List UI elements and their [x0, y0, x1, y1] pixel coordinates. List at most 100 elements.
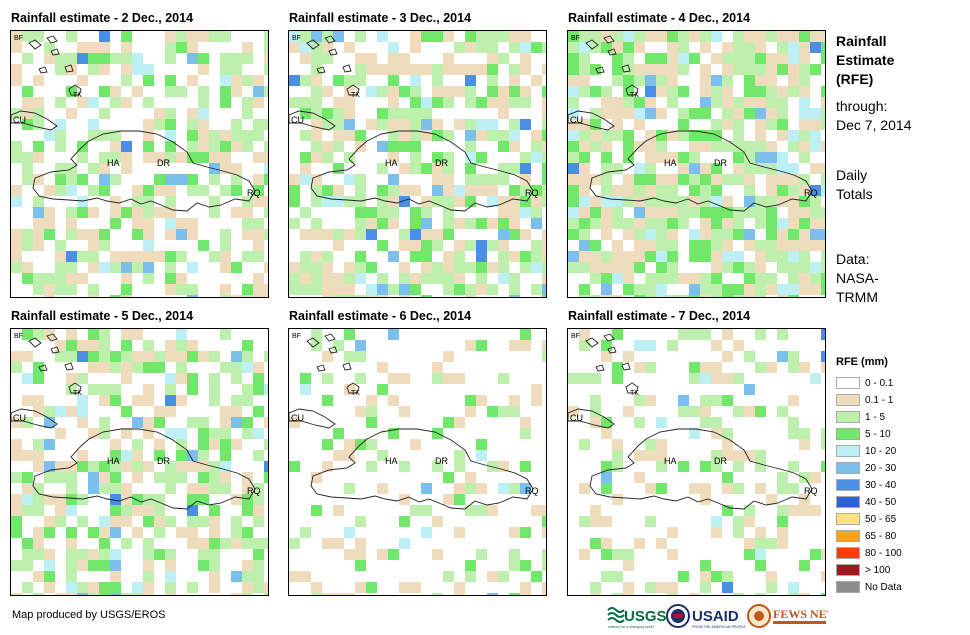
legend-label: No Data — [865, 581, 902, 593]
legend-swatch — [836, 462, 860, 474]
map-label-tk: TK — [73, 92, 82, 99]
coastline — [32, 428, 256, 510]
legend-label: 30 - 40 — [865, 479, 897, 491]
map-label-bf: BF — [292, 35, 301, 42]
coastline — [324, 333, 336, 342]
coastline — [595, 66, 605, 74]
coastline — [50, 346, 60, 354]
coastline — [595, 364, 605, 372]
map-label-rq: RQ — [247, 188, 261, 198]
map-label-rq: RQ — [247, 486, 261, 496]
map-credit: Map produced by USGS/EROS — [12, 609, 166, 621]
side-daily-line2: Totals — [836, 186, 873, 202]
side-title-line3: (RFE) — [836, 71, 874, 87]
panel-title-6: Rainfall estimate - 7 Dec., 2014 — [568, 309, 751, 323]
legend-swatch — [836, 513, 860, 525]
map-label-rq: RQ — [525, 486, 539, 496]
side-data-line2: NASA- — [836, 270, 879, 286]
map-label-ha: HA — [664, 456, 677, 466]
map-label-bf: BF — [571, 35, 580, 42]
legend-item: 65 - 80 — [836, 529, 896, 543]
coastline — [28, 39, 42, 50]
coastline — [50, 48, 60, 56]
coastline — [625, 84, 639, 96]
legend-swatch — [836, 581, 860, 593]
map-label-bf: BF — [292, 333, 301, 340]
legend-label: 65 - 80 — [865, 530, 897, 542]
coastline — [328, 48, 338, 56]
legend-label: 10 - 20 — [865, 445, 897, 457]
coastline — [568, 408, 615, 429]
map-label-tk: TK — [351, 390, 360, 397]
map-label-tk: TK — [351, 92, 360, 99]
panel-title-3: Rainfall estimate - 4 Dec., 2014 — [568, 11, 751, 25]
coastline — [589, 428, 813, 510]
legend-item: 0 - 0.1 — [836, 376, 893, 390]
legend-label: 80 - 100 — [865, 547, 902, 559]
coastline — [310, 130, 534, 212]
fews-net-logo: FEWS NET — [747, 604, 828, 628]
coastline — [585, 337, 599, 348]
panel-title-4: Rainfall estimate - 5 Dec., 2014 — [11, 309, 194, 323]
side-title-line2: Estimate — [836, 52, 895, 68]
legend-swatch — [836, 547, 860, 559]
legend-item: No Data — [836, 580, 902, 594]
map-label-tk: TK — [630, 92, 639, 99]
legend-item: 20 - 30 — [836, 461, 896, 475]
map-label-rq: RQ — [804, 188, 818, 198]
legend-title: RFE (mm) — [836, 356, 888, 368]
usaid-logo: USAID FROM THE AMERICAN PEOPLE — [666, 604, 746, 629]
coastline — [585, 39, 599, 50]
rainfall-map-dec-4: BF TK CU HA DR RQ — [567, 30, 826, 298]
legend-item: 40 - 50 — [836, 495, 896, 509]
coastline — [11, 110, 58, 131]
rainfall-map-dec-5: BF TK CU HA DR RQ — [10, 328, 269, 596]
map-label-rq: RQ — [525, 188, 539, 198]
legend-label: 0 - 0.1 — [865, 377, 894, 389]
legend-label: 50 - 65 — [865, 513, 897, 525]
map-label-ha: HA — [107, 456, 120, 466]
map-label-tk: TK — [630, 390, 639, 397]
coastline — [568, 110, 615, 131]
rainfall-grid: BF TK CU HA DR RQ — [289, 329, 546, 595]
coastline — [346, 84, 360, 96]
coastline — [607, 346, 617, 354]
svg-text:USGS: USGS — [624, 608, 667, 625]
rainfall-grid: BF TK CU HA DR RQ — [568, 329, 825, 595]
legend-swatch — [836, 479, 860, 491]
coastline — [46, 333, 58, 342]
map-label-cu: CU — [570, 115, 583, 125]
coastline — [289, 408, 336, 429]
rainfall-grid: BF TK CU HA DR RQ — [11, 329, 268, 595]
legend-item: 50 - 65 — [836, 512, 896, 526]
coastline — [603, 333, 615, 342]
map-label-dr: DR — [435, 158, 448, 168]
side-data-source: Data: NASA- TRMM — [836, 250, 879, 307]
coastline — [68, 84, 82, 96]
map-label-cu: CU — [291, 115, 304, 125]
coastline — [603, 35, 615, 44]
rainfall-grid: BF TK CU HA DR RQ — [289, 31, 546, 297]
coastline — [342, 362, 352, 371]
map-label-cu: CU — [13, 413, 26, 423]
coastline — [289, 110, 336, 131]
coastline — [28, 337, 42, 348]
legend-item: 30 - 40 — [836, 478, 896, 492]
coastline — [306, 39, 320, 50]
legend-label: > 100 — [865, 564, 891, 576]
coastline — [306, 337, 320, 348]
map-label-dr: DR — [157, 456, 170, 466]
coastline — [625, 382, 639, 394]
rainfall-map-dec-3: BF TK CU HA DR RQ — [288, 30, 547, 298]
legend-label: 40 - 50 — [865, 496, 897, 508]
coastline — [46, 35, 58, 44]
panel-title-2: Rainfall estimate - 3 Dec., 2014 — [289, 11, 472, 25]
map-label-cu: CU — [13, 115, 26, 125]
svg-text:USAID: USAID — [692, 608, 739, 625]
legend-item: 1 - 5 — [836, 410, 885, 424]
svg-text:FROM THE AMERICAN PEOPLE: FROM THE AMERICAN PEOPLE — [692, 625, 746, 629]
map-label-cu: CU — [291, 413, 304, 423]
coastline — [68, 382, 82, 394]
legend-swatch — [836, 428, 860, 440]
legend-item: 10 - 20 — [836, 444, 896, 458]
